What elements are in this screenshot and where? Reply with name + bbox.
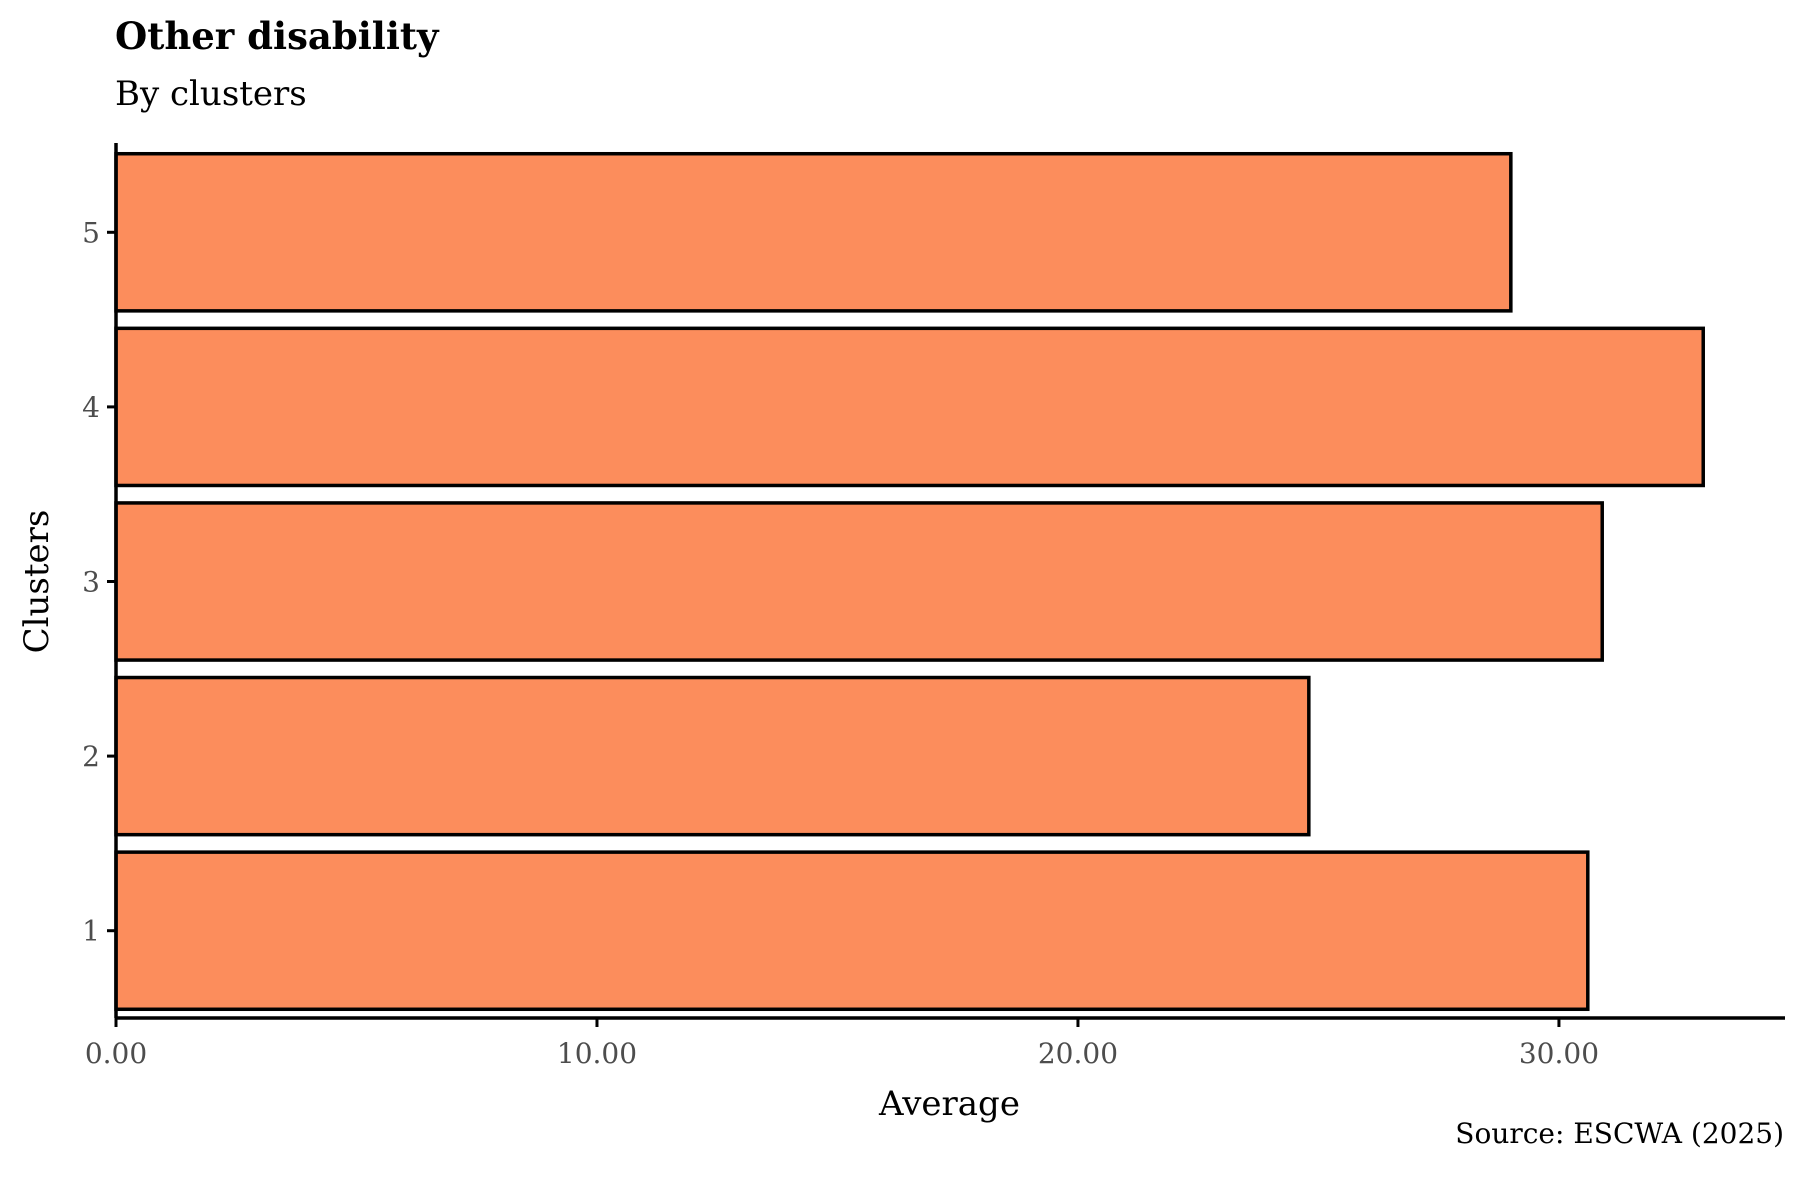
x-tick-label: 0.00 [85, 1037, 147, 1070]
source-note: Source: ESCWA (2025) [1455, 1117, 1784, 1150]
x-tick-label: 30.00 [1519, 1037, 1599, 1070]
y-tick-label: 2 [82, 740, 100, 773]
bar-cluster-5 [114, 151, 1513, 313]
x-ticks: 0.00 10.00 20.00 30.00 [85, 1018, 1599, 1070]
chart-title: Other disability [115, 14, 439, 58]
y-tick-label: 5 [82, 216, 100, 249]
bar-cluster-1 [114, 850, 1590, 1012]
bar-cluster-2 [114, 675, 1311, 837]
bar-cluster-4 [114, 326, 1705, 488]
bar-cluster-3 [114, 501, 1604, 662]
x-axis-title: Average [878, 1084, 1020, 1124]
y-tick-label: 1 [82, 915, 100, 948]
y-ticks: 1 2 3 4 5 [82, 216, 116, 948]
y-axis-title: Clusters [17, 510, 57, 654]
bars-layer [114, 151, 1705, 1012]
chart-subtitle: By clusters [115, 74, 307, 114]
x-tick-label: 10.00 [557, 1037, 637, 1070]
y-tick-label: 3 [82, 566, 100, 599]
y-tick-label: 4 [82, 391, 100, 424]
x-tick-label: 20.00 [1038, 1037, 1118, 1070]
